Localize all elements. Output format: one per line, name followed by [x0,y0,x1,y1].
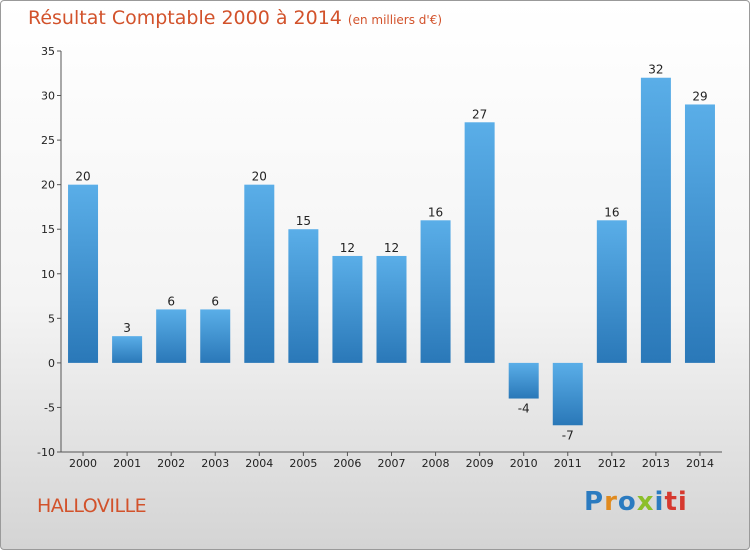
y-tick-label: 30 [41,90,55,103]
bar [508,362,539,399]
x-tick-label: 2014 [686,457,714,470]
bar [552,362,583,426]
x-tick-label: 2007 [378,457,406,470]
data-label: 27 [472,107,487,121]
x-tick-label: 2004 [245,457,273,470]
bar [596,220,627,363]
y-tick-label: -5 [44,401,55,414]
data-label: 15 [296,214,311,228]
logo-letter: P [584,487,605,517]
bar [200,309,231,363]
bar [420,220,451,363]
x-tick-label: 2003 [201,457,229,470]
data-label: -7 [562,428,574,442]
bar [640,77,671,363]
data-label: 6 [167,294,175,308]
logo-letter: i [654,487,665,517]
bar [684,104,715,363]
data-label: 32 [648,63,663,77]
bar [332,255,363,363]
y-tick-label: 15 [41,223,55,236]
x-tick-label: 2006 [333,457,361,470]
x-tick-label: 2013 [642,457,670,470]
data-label: -4 [518,402,530,416]
bar [68,184,99,363]
x-tick-label: 2002 [157,457,185,470]
y-tick-label: 25 [41,134,55,147]
data-label: 12 [340,241,355,255]
y-tick-label: -10 [37,446,55,459]
bar [464,122,495,363]
data-label: 3 [123,321,131,335]
y-tick-label: 35 [41,45,55,58]
data-label: 16 [428,205,443,219]
logo-letter: r [604,487,618,517]
bar [244,184,275,363]
x-tick-label: 2008 [422,457,450,470]
y-tick-label: 10 [41,268,55,281]
bar [156,309,187,363]
chart-subtitle: (en milliers d'€) [347,13,443,27]
chart-title: Résultat Comptable 2000 à 2014 (en millie… [28,7,442,29]
data-label: 6 [211,294,219,308]
proxiti-logo: Proxiti [584,487,688,517]
y-tick-label: 20 [41,179,55,192]
logo-letter: o [617,487,637,517]
data-label: 20 [75,170,90,184]
commune-name: HALLOVILLE [37,495,147,517]
bar [288,229,319,363]
bar [112,336,143,363]
y-tick-label: 0 [48,357,55,370]
x-tick-label: 2009 [466,457,494,470]
x-tick-label: 2010 [510,457,538,470]
bar [376,255,407,363]
y-tick-label: 5 [48,312,55,325]
x-tick-label: 2000 [69,457,97,470]
x-tick-label: 2001 [113,457,141,470]
logo-letter: x [636,487,655,517]
x-tick-label: 2011 [554,457,582,470]
title-text: Résultat Comptable 2000 à 2014 [28,7,342,29]
data-label: 12 [384,241,399,255]
logo-letter: ti [664,487,688,517]
data-label: 20 [252,170,267,184]
x-tick-label: 2005 [289,457,317,470]
data-label: 16 [604,205,619,219]
data-label: 29 [692,89,707,103]
x-tick-label: 2012 [598,457,626,470]
